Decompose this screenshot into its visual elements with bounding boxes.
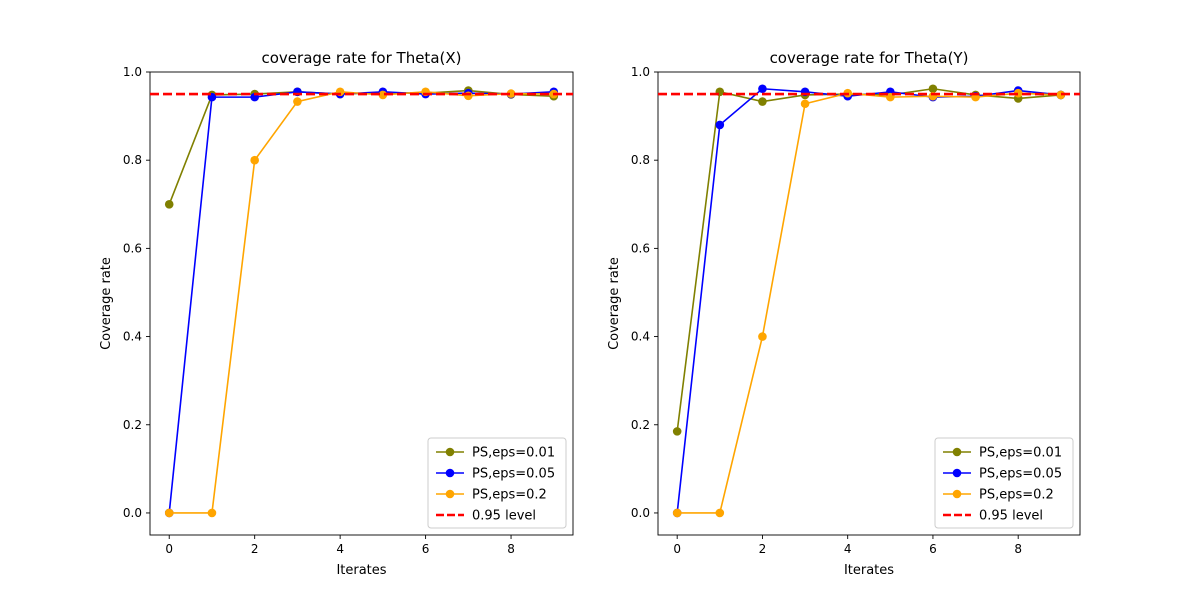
y-tick-label: 0.8 (631, 153, 650, 167)
series-point-2 (672, 508, 682, 518)
y-tick-label: 0.8 (123, 153, 142, 167)
y-tick-label: 0.6 (631, 241, 650, 255)
legend: PS,eps=0.01 PS,eps=0.05 PS,eps=0.2 0.95 lev… (934, 437, 1074, 529)
series-point-2 (293, 97, 302, 106)
y-tick-label: 0.4 (123, 330, 142, 344)
legend-entry-label: PS,eps=0.01 (472, 446, 555, 461)
legend-entry-label: PS,eps=0.2 (979, 488, 1054, 503)
plot-frame (149, 71, 574, 536)
legend-entry-label: PS,eps=0.05 (472, 467, 555, 482)
chart-title: coverage rate for Theta(Y) (770, 49, 969, 67)
legend: PS,eps=0.01 PS,eps=0.05 PS,eps=0.2 0.95 lev… (427, 437, 567, 529)
y-axis-label: Coverage rate (99, 257, 114, 350)
series-point-2 (800, 99, 810, 109)
x-tick-label: 8 (507, 542, 515, 556)
x-tick-label: 4 (844, 542, 852, 556)
legend-marker-swatch (952, 489, 962, 499)
x-tick-label: 0 (165, 542, 173, 556)
panel-theta-x: 0 2 4 6 8 0.0 0.2 0.4 0.6 0.8 1.0 coverage rate for… (99, 49, 574, 578)
legend-marker-swatch (445, 447, 455, 457)
series-point-0 (758, 97, 767, 106)
x-axis-label: Iterates (844, 563, 894, 578)
legend-entry-label: 0.95 level (979, 509, 1043, 524)
series-line-0 (676, 87, 1061, 432)
series-point-2 (250, 155, 259, 165)
legend-entry-label: 0.95 level (472, 509, 536, 524)
series-line-0 (168, 89, 554, 205)
series-point-2 (164, 508, 174, 518)
chart-title: coverage rate for Theta(X) (262, 49, 462, 67)
series-point-1 (715, 120, 725, 130)
x-tick-label: 4 (336, 542, 344, 556)
plot-frame (657, 71, 1081, 536)
series-point-2 (758, 332, 767, 341)
x-tick-label: 2 (251, 542, 259, 556)
y-tick-label: 0.0 (631, 506, 650, 520)
series-point-2 (715, 508, 725, 518)
y-tick-label: 0.6 (123, 241, 142, 255)
y-tick-label: 1.0 (123, 65, 142, 79)
series-point-1 (758, 84, 767, 94)
x-tick-label: 6 (929, 542, 937, 556)
y-axis-label: Coverage rate (607, 257, 622, 350)
y-tick-label: 0.0 (123, 506, 142, 520)
legend-marker-swatch (445, 468, 455, 478)
y-tick-label: 0.2 (123, 418, 142, 432)
legend-box (427, 437, 567, 529)
series-point-0 (164, 199, 174, 209)
x-tick-label: 2 (759, 542, 767, 556)
panel-theta-y: 0 2 4 6 8 0.0 0.2 0.4 0.6 0.8 1.0 coverage rate for… (607, 49, 1081, 578)
x-tick-label: 6 (422, 542, 430, 556)
legend-marker-swatch (952, 468, 962, 478)
legend-box (934, 437, 1074, 529)
x-tick-label: 0 (673, 542, 681, 556)
series-point-2 (506, 89, 516, 98)
series-point-0 (928, 84, 938, 94)
legend-entry-label: PS,eps=0.05 (979, 467, 1062, 482)
legend-marker-swatch (952, 447, 962, 457)
series-point-0 (672, 427, 682, 436)
legend-entry-label: PS,eps=0.01 (979, 446, 1062, 461)
y-tick-label: 0.2 (631, 418, 650, 432)
y-tick-label: 0.4 (631, 330, 650, 344)
legend-marker-swatch (445, 489, 455, 499)
x-axis-label: Iterates (336, 563, 386, 578)
y-tick-label: 1.0 (631, 65, 650, 79)
legend-entry-label: PS,eps=0.2 (472, 488, 547, 503)
series-point-2 (207, 508, 217, 518)
x-tick-label: 8 (1014, 542, 1022, 556)
